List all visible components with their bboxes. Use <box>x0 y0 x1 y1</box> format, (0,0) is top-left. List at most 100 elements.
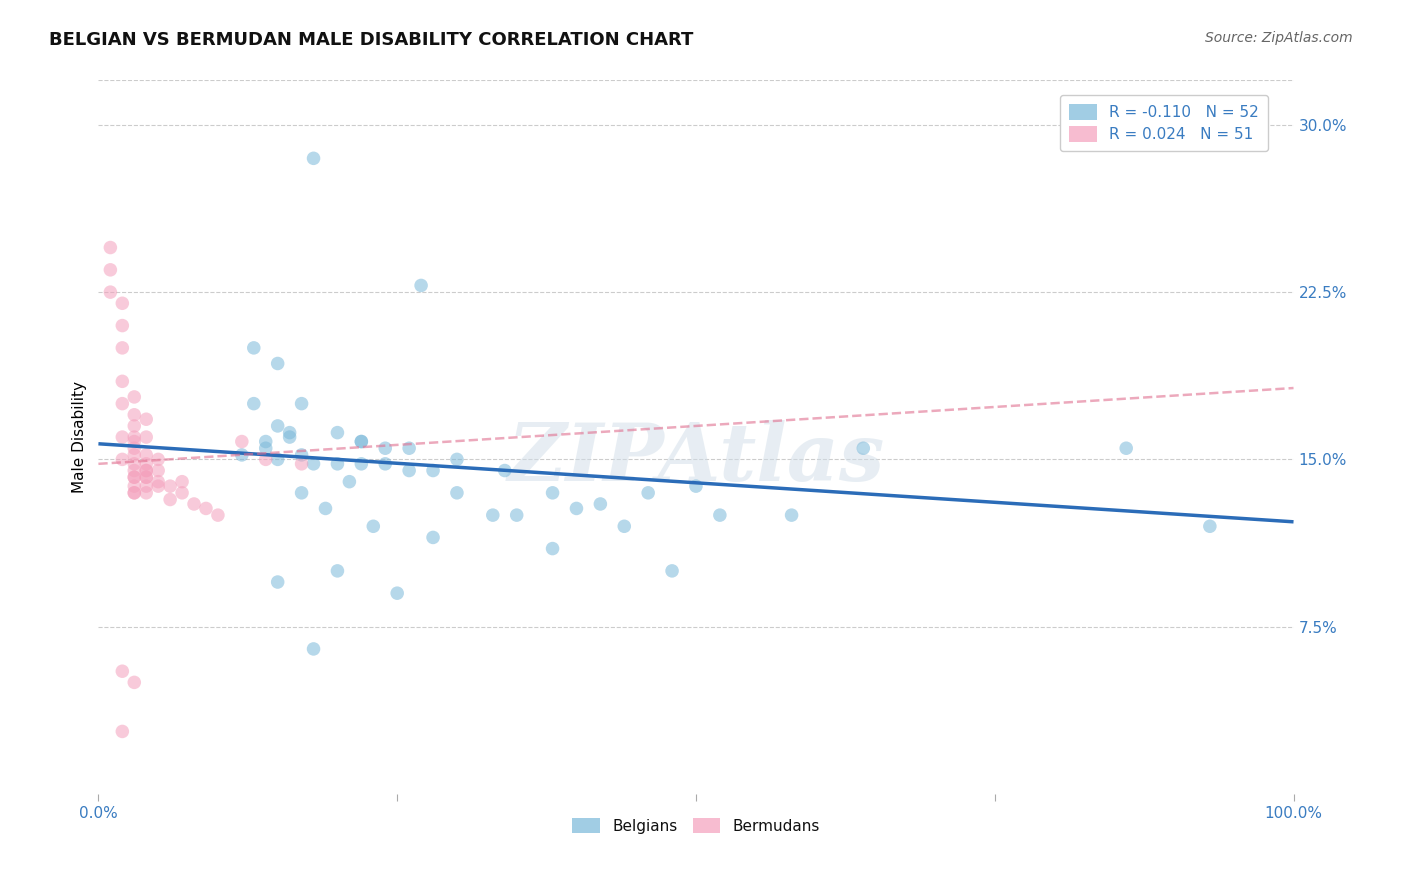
Point <box>111 296 134 310</box>
Point <box>124 448 146 462</box>
Point <box>326 564 349 578</box>
Point <box>481 508 505 523</box>
Text: BELGIAN VS BERMUDAN MALE DISABILITY CORRELATION CHART: BELGIAN VS BERMUDAN MALE DISABILITY CORR… <box>49 31 693 49</box>
Point <box>124 464 146 478</box>
Point <box>350 434 373 449</box>
Point <box>159 492 181 507</box>
Point <box>135 485 157 500</box>
Point <box>135 448 157 462</box>
Point <box>446 452 468 467</box>
Point <box>326 457 349 471</box>
Point <box>148 479 170 493</box>
Point <box>135 479 157 493</box>
Point <box>124 408 146 422</box>
Point <box>111 318 134 333</box>
Point <box>135 412 157 426</box>
Point <box>148 464 170 478</box>
Point <box>315 501 337 516</box>
Point <box>291 485 314 500</box>
Point <box>231 434 253 449</box>
Point <box>398 442 420 455</box>
Point <box>124 457 146 471</box>
Point <box>148 452 170 467</box>
Point <box>494 464 516 478</box>
Point <box>422 464 444 478</box>
Point <box>374 457 396 471</box>
Point <box>111 396 134 410</box>
Point <box>254 434 277 449</box>
Point <box>326 425 349 440</box>
Point <box>148 475 170 489</box>
Point <box>302 152 325 166</box>
Point <box>124 485 146 500</box>
Point <box>350 434 373 449</box>
Point <box>98 263 122 277</box>
Legend: Belgians, Bermudans: Belgians, Bermudans <box>567 812 825 839</box>
Point <box>339 475 361 489</box>
Point <box>267 452 290 467</box>
Point <box>111 375 134 389</box>
Text: ZIPAtlas: ZIPAtlas <box>508 420 884 497</box>
Point <box>685 479 707 493</box>
Point <box>350 457 373 471</box>
Point <box>243 341 266 355</box>
Point <box>278 425 301 440</box>
Point <box>135 464 157 478</box>
Point <box>267 356 290 371</box>
Point <box>111 452 134 467</box>
Point <box>124 418 146 433</box>
Point <box>124 390 146 404</box>
Point <box>446 485 468 500</box>
Point <box>183 497 205 511</box>
Point <box>302 642 325 657</box>
Point <box>267 575 290 590</box>
Point <box>231 448 253 462</box>
Point <box>661 564 683 578</box>
Point <box>124 442 146 455</box>
Point <box>291 448 314 462</box>
Point <box>565 501 588 516</box>
Point <box>135 464 157 478</box>
Point <box>124 434 146 449</box>
Y-axis label: Male Disability: Male Disability <box>72 381 87 493</box>
Point <box>613 519 636 533</box>
Point <box>398 464 420 478</box>
Point <box>541 485 564 500</box>
Point <box>111 664 134 679</box>
Point <box>124 470 146 484</box>
Point <box>124 430 146 444</box>
Text: Source: ZipAtlas.com: Source: ZipAtlas.com <box>1205 31 1353 45</box>
Point <box>111 430 134 444</box>
Point <box>291 396 314 410</box>
Point <box>135 430 157 444</box>
Point <box>363 519 385 533</box>
Point <box>302 457 325 471</box>
Point <box>385 586 409 600</box>
Point <box>98 240 122 255</box>
Point <box>709 508 731 523</box>
Point <box>135 470 157 484</box>
Point <box>1199 519 1222 533</box>
Point <box>254 442 277 455</box>
Point <box>411 278 433 293</box>
Point <box>780 508 803 523</box>
Point <box>1115 442 1137 455</box>
Point <box>172 475 194 489</box>
Point <box>124 675 146 690</box>
Point <box>172 485 194 500</box>
Point <box>195 501 218 516</box>
Point <box>111 724 134 739</box>
Point <box>124 479 146 493</box>
Point <box>637 485 659 500</box>
Point <box>111 341 134 355</box>
Point <box>159 479 181 493</box>
Point <box>124 470 146 484</box>
Point <box>267 418 290 433</box>
Point <box>135 457 157 471</box>
Point <box>374 442 396 455</box>
Point <box>506 508 529 523</box>
Point <box>291 457 314 471</box>
Point <box>852 442 875 455</box>
Point <box>98 285 122 300</box>
Point <box>278 430 301 444</box>
